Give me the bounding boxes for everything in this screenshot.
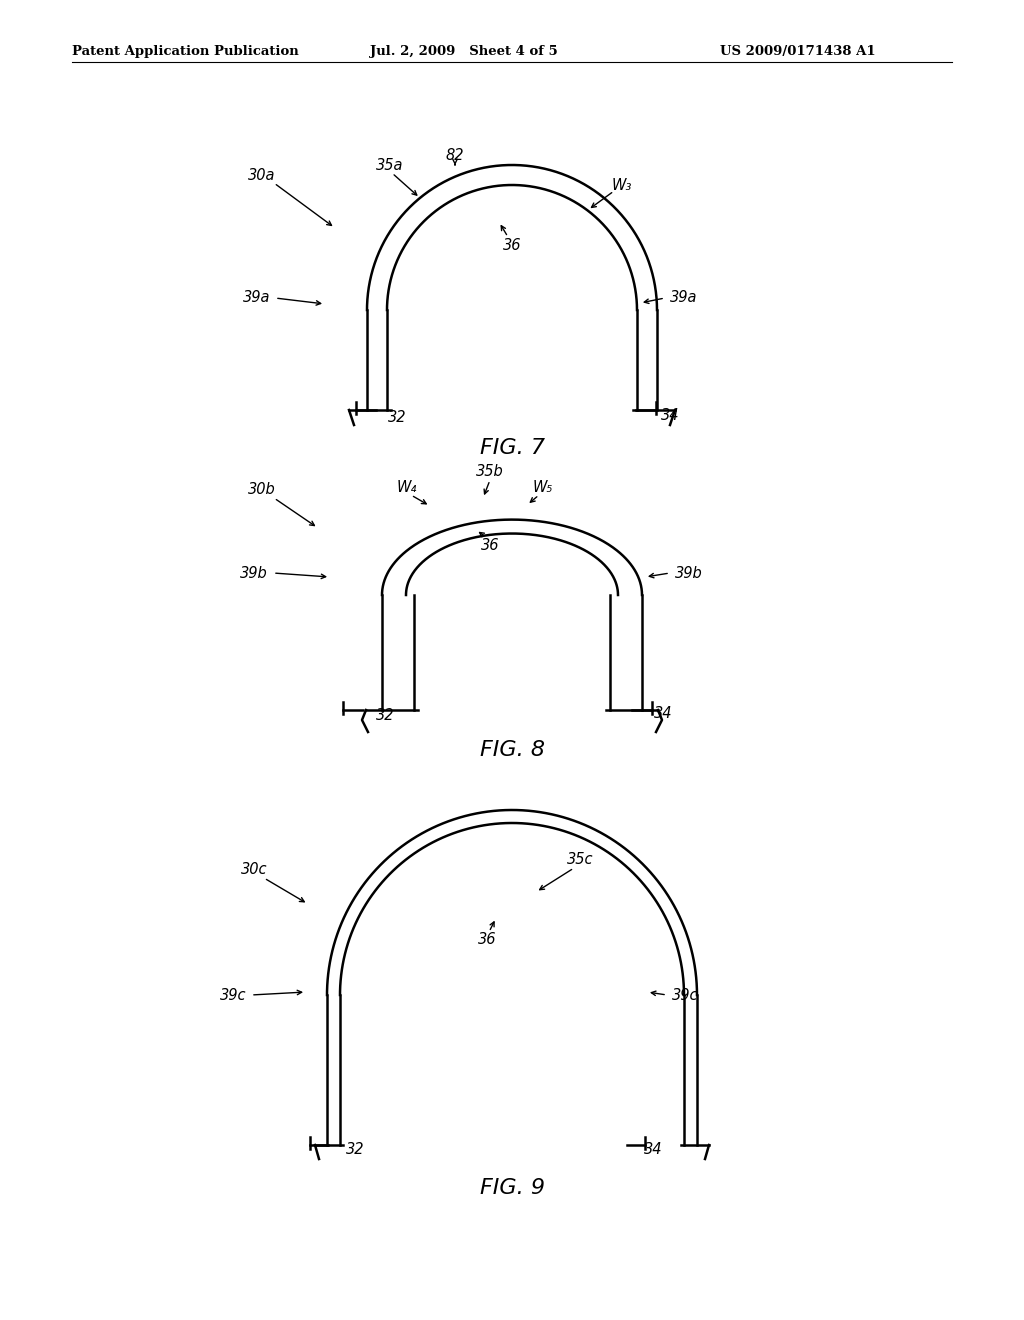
Text: 82: 82: [445, 148, 464, 162]
Text: 32: 32: [388, 411, 407, 425]
Text: 36: 36: [478, 932, 497, 948]
Text: 34: 34: [654, 706, 673, 722]
Text: 39a: 39a: [243, 290, 270, 305]
Text: 39a: 39a: [670, 290, 697, 305]
Text: W₄: W₄: [397, 480, 417, 495]
Text: US 2009/0171438 A1: US 2009/0171438 A1: [720, 45, 876, 58]
Text: W₃: W₃: [611, 177, 632, 193]
Text: 34: 34: [662, 408, 680, 424]
Text: Jul. 2, 2009   Sheet 4 of 5: Jul. 2, 2009 Sheet 4 of 5: [370, 45, 558, 58]
Text: 36: 36: [480, 537, 500, 553]
Text: 32: 32: [346, 1143, 365, 1158]
Text: FIG. 7: FIG. 7: [479, 438, 545, 458]
Text: Patent Application Publication: Patent Application Publication: [72, 45, 299, 58]
Text: 39b: 39b: [241, 565, 268, 581]
Text: W₅: W₅: [532, 480, 553, 495]
Text: 39c: 39c: [219, 987, 246, 1002]
Text: 30b: 30b: [248, 483, 275, 498]
Text: 35c: 35c: [566, 853, 593, 867]
Text: 35a: 35a: [376, 157, 403, 173]
Text: 36: 36: [503, 238, 521, 252]
Text: 39c: 39c: [672, 987, 698, 1002]
Text: 34: 34: [644, 1143, 663, 1158]
Text: 30c: 30c: [241, 862, 267, 878]
Text: 30a: 30a: [248, 168, 275, 182]
Text: FIG. 9: FIG. 9: [479, 1177, 545, 1199]
Text: FIG. 8: FIG. 8: [479, 741, 545, 760]
Text: 39b: 39b: [675, 565, 702, 581]
Text: 32: 32: [376, 709, 394, 723]
Text: 35b: 35b: [476, 465, 504, 479]
